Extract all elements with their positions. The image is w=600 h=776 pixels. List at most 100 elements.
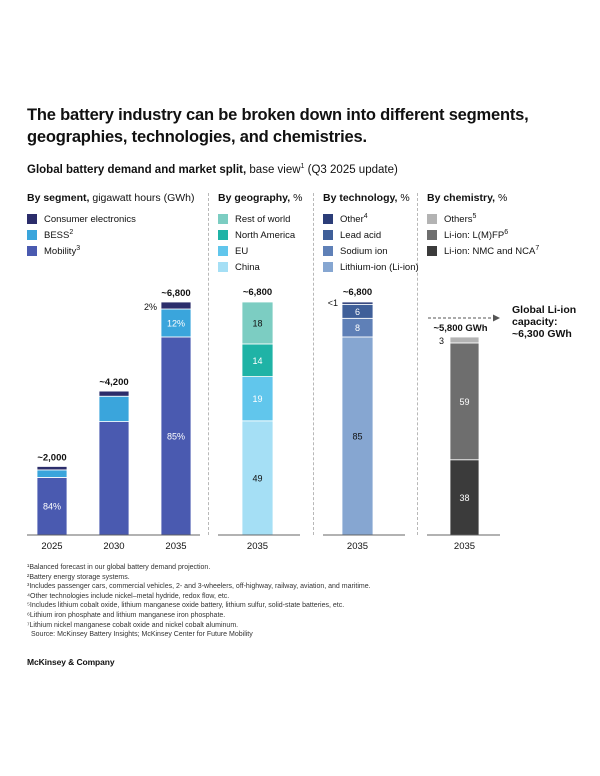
legend-item: Li-ion: L(M)FP6 xyxy=(427,227,539,243)
legend-technology: Other4 Lead acid Sodium ion Lithium-ion … xyxy=(323,211,419,275)
bar-segment xyxy=(449,336,480,344)
panel-title-chemistry-bold: By chemistry, xyxy=(427,192,496,204)
legend-item: Li-ion: NMC and NCA7 xyxy=(427,243,539,259)
legend-swatch xyxy=(427,246,437,256)
panel-title-chemistry-rest: % xyxy=(498,192,508,204)
legend-label: EU xyxy=(235,245,249,257)
total-label: ~6,800 xyxy=(161,288,190,299)
bar-segment xyxy=(36,469,68,478)
bar-segment xyxy=(241,376,274,422)
panel-title-chemistry: By chemistry, % xyxy=(427,192,507,204)
legend-swatch xyxy=(323,262,333,272)
data-label: 85% xyxy=(167,431,185,441)
panel-title-technology-rest: % xyxy=(400,192,410,204)
subtitle-sup: 1 xyxy=(300,163,305,170)
footnote: ³Includes passenger cars, commercial veh… xyxy=(27,583,371,591)
legend-label: Consumer electronics xyxy=(44,214,136,225)
total-label: ~4,200 xyxy=(99,377,128,388)
x-tick-label: 2025 xyxy=(41,541,62,552)
legend-swatch xyxy=(323,230,333,240)
legend-item: North America xyxy=(218,227,295,243)
legend-label: Sodium ion xyxy=(340,245,388,257)
legend-label-sup: 3 xyxy=(76,244,81,252)
data-label: 3 xyxy=(439,336,444,346)
data-label: 6 xyxy=(355,307,360,317)
x-tick-label: 2035 xyxy=(454,541,475,552)
legend-swatch xyxy=(218,246,228,256)
data-label: <1 xyxy=(328,298,338,308)
legend-item: Other4 xyxy=(323,211,419,227)
bar-segment xyxy=(36,466,68,471)
legend-label-text: BESS xyxy=(44,230,70,242)
subtitle-tail: (Q3 2025 update) xyxy=(307,163,398,176)
legend-label-sup: 5 xyxy=(472,212,477,220)
total-label: ~5,800 GWh xyxy=(433,323,487,334)
bar-segment xyxy=(98,421,130,536)
footnote: ⁴Other technologies include nickel–metal… xyxy=(27,592,230,600)
total-label: ~2,000 xyxy=(37,452,66,463)
bar-segment xyxy=(449,459,480,536)
subtitle-rest: base view xyxy=(249,163,301,176)
capacity-annotation: ~6,300 GWh xyxy=(512,328,572,340)
footnote: ⁶Lithium iron phosphate and lithium mang… xyxy=(27,611,226,619)
panel-title-geography: By geography, % xyxy=(218,192,302,204)
panel-title-technology: By technology, % xyxy=(323,192,410,204)
legend-swatch xyxy=(27,230,37,240)
panel-title-geography-rest: % xyxy=(293,192,303,204)
data-label: 8 xyxy=(355,323,360,333)
bar-segment xyxy=(98,395,130,422)
legend-swatch xyxy=(218,230,228,240)
bar-segment xyxy=(241,301,274,345)
legend-label: Others5 xyxy=(444,213,476,225)
bar-segment xyxy=(341,301,374,305)
bar-segment xyxy=(241,420,274,536)
panel-divider xyxy=(313,193,314,535)
legend-label: Other4 xyxy=(340,213,368,225)
panel-divider xyxy=(417,193,418,535)
legend-label-sup: 2 xyxy=(69,228,74,236)
legend-label-text: Consumer electronics xyxy=(44,213,136,225)
legend-item: Lead acid xyxy=(323,227,419,243)
bar-segment xyxy=(241,343,274,377)
legend-label: Rest of world xyxy=(235,213,291,225)
data-label: 38 xyxy=(459,493,469,503)
legend-label: BESS2 xyxy=(44,229,73,241)
legend-item: Sodium ion xyxy=(323,243,419,259)
footnote: ¹Balanced forecast in our global battery… xyxy=(27,564,211,571)
legend-label: Lead acid xyxy=(340,229,382,241)
subtitle-bold: Global battery demand and market split, xyxy=(27,163,247,176)
legend-label: China xyxy=(235,261,260,273)
legend-label-text: Others xyxy=(444,214,473,226)
bar-segment xyxy=(341,336,374,536)
legend-label-sup: 4 xyxy=(363,212,368,220)
panel-title-segment-bold: By segment, xyxy=(27,192,90,204)
legend-label: Lithium-ion (Li-ion) xyxy=(340,261,419,273)
legend-swatch xyxy=(218,262,228,272)
data-label: 84% xyxy=(43,502,61,512)
x-tick-label: 2035 xyxy=(247,541,268,552)
footnote: ⁷Lithium nickel manganese cobalt oxide a… xyxy=(27,621,239,629)
legend-item: China xyxy=(218,259,295,275)
panel-divider xyxy=(208,193,209,535)
data-label: 59 xyxy=(459,397,469,407)
legend-label: Mobility3 xyxy=(44,245,80,257)
legend-item: Mobility3 xyxy=(27,243,136,259)
legend-item: BESS2 xyxy=(27,227,136,243)
battery-demand-chart: 84% ~2,000 2025 ~4,200 2030 85% 12% 2% ~6,800 203… xyxy=(27,287,576,552)
legend-label: Li-ion: L(M)FP6 xyxy=(444,229,508,241)
total-label: ~6,800 xyxy=(343,287,372,298)
chart-subtitle: Global battery demand and market split, … xyxy=(27,163,398,176)
panel-title-geography-bold: By geography, xyxy=(218,192,291,204)
bar-segment xyxy=(449,342,480,461)
capacity-annotation: Global Li-ion xyxy=(512,304,576,316)
legend-swatch xyxy=(323,246,333,256)
legend-label-text: Mobility xyxy=(44,246,77,258)
capacity-arrow-icon xyxy=(493,314,500,322)
data-label: 85 xyxy=(352,431,362,441)
legend-label-text: Li-ion: NMC and NCA xyxy=(444,246,536,258)
footnotes: ¹Balanced forecast in our global battery… xyxy=(27,563,371,640)
panel-title-segment: By segment, gigawatt hours (GWh) xyxy=(27,192,194,204)
legend-chemistry: Others5 Li-ion: L(M)FP6 Li-ion: NMC and … xyxy=(427,211,539,259)
legend-item: EU xyxy=(218,243,295,259)
legend-swatch xyxy=(427,230,437,240)
